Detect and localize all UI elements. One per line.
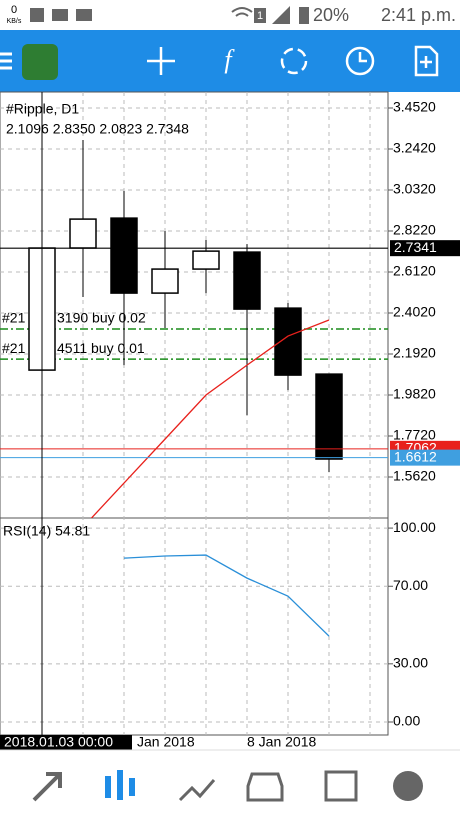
history-tab[interactable] (246, 772, 284, 802)
x-label: 8 Jan 2018 (247, 734, 316, 750)
chat-tab[interactable] (393, 771, 423, 801)
candle-body (192, 250, 220, 270)
new-order-button[interactable] (414, 45, 439, 77)
period-button[interactable] (345, 46, 375, 76)
net-speed: 0 (11, 4, 17, 16)
level-tag (390, 449, 460, 466)
icon (52, 9, 68, 21)
y-tick-label: 2.1920 (393, 345, 436, 361)
order-info: 3190 buy 0.02 (57, 310, 146, 326)
y-tick-label: 2.4020 (393, 304, 436, 320)
y-tick-label: 1.7720 (393, 427, 436, 443)
y-tick-label: 30.00 (393, 655, 428, 671)
y-tick-label: 0.00 (393, 713, 420, 729)
net-unit: KB/s (7, 18, 22, 25)
y-tick-label: 3.2420 (393, 140, 436, 156)
candle-body (233, 251, 261, 310)
candle-body (315, 373, 343, 460)
crosshair-button[interactable] (147, 47, 175, 75)
wifi-icon (231, 7, 253, 17)
symbol-button[interactable] (280, 47, 308, 75)
battery: 20% (313, 5, 349, 25)
signal-icon (272, 6, 290, 24)
sim: 1 (257, 10, 263, 22)
quotes-tab[interactable] (32, 772, 62, 802)
trade-tab[interactable] (178, 779, 216, 802)
sim-icon (254, 8, 266, 23)
candle-body (274, 307, 302, 376)
indicator-line (90, 319, 330, 518)
order-info: 4511 buy 0.01 (57, 340, 145, 356)
level-tag (390, 240, 460, 257)
candle-body (69, 218, 97, 249)
plot: 3.4520 3.2420 3.0320 2.8220 2.6120 2.4020 2.19… (0, 92, 460, 751)
order-ticket: #21 (2, 340, 26, 356)
symbol-label: #Ripple, D1 (6, 101, 79, 117)
y-tick-label: 2.6120 (393, 263, 436, 279)
y-tick-label: 70.00 (393, 577, 428, 593)
time-tag (0, 735, 132, 751)
level-label: 1.6612 (394, 448, 437, 464)
clock: 2:41 p.m. (381, 5, 456, 25)
x-label: 2018.01.03 00:00 (4, 734, 113, 750)
order-ticket: #21 (2, 310, 26, 326)
level-label: 2.7341 (394, 239, 437, 255)
y-tick-label: 1.9820 (393, 386, 436, 402)
indicator-line (123, 554, 330, 637)
y-tick-label: 100.00 (393, 519, 436, 535)
nav-bg (0, 750, 460, 818)
y-tick-label: 3.4520 (393, 99, 436, 115)
chart-tab[interactable] (105, 770, 135, 800)
chart-frame (0, 91, 389, 736)
rsi-title: RSI(14) 54.81 (3, 523, 90, 539)
candle-body (151, 268, 179, 294)
indicator-button[interactable]: f (224, 45, 235, 74)
status-bar: 0 KB/s 1 20% 2:41 p.m. (0, 0, 460, 30)
x-label: Jan 2018 (137, 734, 195, 750)
battery-icon (299, 7, 309, 24)
y-tick-label: 2.8220 (393, 222, 436, 238)
y-tick-label: 1.5620 (393, 468, 436, 484)
icon (76, 9, 92, 21)
app-logo[interactable] (22, 44, 58, 80)
ohlc-header: 2.1096 2.8350 2.0823 2.7348 (6, 121, 189, 137)
menu-button[interactable] (0, 52, 12, 70)
icon (30, 8, 44, 22)
clock-hands (358, 52, 367, 63)
toolbar: f (0, 30, 460, 92)
y-tick-label: 3.0320 (393, 181, 436, 197)
bottom-nav (0, 749, 460, 818)
toolbar-bg (0, 30, 460, 92)
candle-body (110, 217, 138, 294)
news-tab[interactable] (324, 770, 358, 802)
